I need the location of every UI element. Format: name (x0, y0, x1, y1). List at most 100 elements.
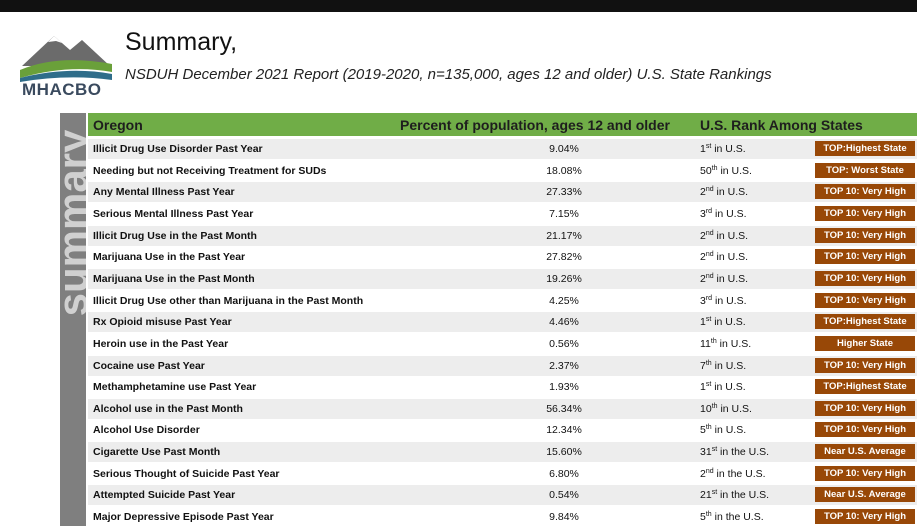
rank-badge: Near U.S. Average (815, 444, 915, 460)
rank-number: 2 (700, 272, 706, 285)
row-percent: 56.34% (546, 402, 582, 415)
row-percent: 27.33% (546, 186, 582, 199)
rank-text: in U.S. (712, 207, 747, 220)
table-row: Alcohol Use Disorder 12.34% 5th in U.S. TOP… (88, 420, 917, 441)
row-percent: 27.82% (546, 251, 582, 264)
rank-number: 5 (700, 424, 706, 437)
rank-number: 1 (700, 381, 706, 394)
rank-suffix: nd (705, 229, 714, 237)
rank-text: in the U.S. (713, 467, 766, 480)
row-percent: 1.93% (549, 381, 579, 394)
rank-badge: Near U.S. Average (815, 487, 915, 503)
rank-badge: TOP 10: Very High (815, 292, 915, 308)
table-row: Serious Thought of Suicide Past Year 6.80… (88, 463, 917, 484)
row-rank: 3rd in U.S. (700, 208, 747, 220)
logo-mountains (20, 36, 112, 82)
table-row: Needing but not Receiving Treatment for … (88, 160, 917, 181)
rank-badge: TOP 10: Very High (815, 270, 915, 286)
row-percent: 4.25% (549, 294, 579, 307)
row-rank: 50th in U.S. (700, 165, 752, 177)
row-name: Methamphetamine use Past Year (93, 381, 257, 394)
row-name: Cigarette Use Past Month (93, 446, 221, 459)
rank-number: 2 (700, 186, 706, 199)
row-percent: 0.54% (549, 489, 579, 502)
title: Summary, (125, 28, 238, 56)
row-percent: 9.04% (549, 143, 579, 155)
table-row: Methamphetamine use Past Year 1.93% 1st in… (88, 377, 917, 398)
rank-badge: TOP:Highest State (815, 314, 915, 330)
rank-suffix: st (711, 446, 718, 454)
row-rank: 1st in U.S. (700, 316, 746, 328)
row-rank: 2nd in U.S. (700, 230, 748, 242)
rank-badge: TOP 10: Very High (815, 509, 915, 525)
rank-badge: Higher State (815, 335, 915, 351)
rank-suffix: rd (705, 294, 713, 302)
row-rank: 1st in U.S. (700, 143, 746, 155)
rank-text: in U.S. (711, 424, 747, 437)
row-rank: 1st in U.S. (700, 381, 746, 393)
rank-text: in the U.S. (711, 511, 764, 524)
rank-badge: TOP 10: Very High (815, 249, 915, 265)
table-row: Illicit Drug Use Disorder Past Year 9.04%… (88, 139, 917, 159)
row-name: Needing but not Receiving Treatment for … (93, 164, 327, 177)
rank-text: in U.S. (711, 381, 746, 394)
row-name: Attempted Suicide Past Year (93, 489, 236, 502)
row-name: Marijuana Use in the Past Month (93, 272, 255, 285)
rank-number: 10 (700, 402, 712, 415)
rank-number: 31 (700, 446, 712, 459)
table-row: Marijuana Use in the Past Month 19.26% 2nd… (88, 268, 917, 289)
row-percent: 6.80% (549, 467, 579, 480)
rank-number: 2 (700, 251, 706, 264)
table-header: Oregon Percent of population, ages 12 an… (88, 113, 917, 136)
row-percent: 9.84% (549, 511, 579, 524)
rank-number: 2 (700, 467, 706, 480)
row-percent: 18.08% (546, 164, 582, 177)
row-rank: 2nd in U.S. (700, 273, 748, 285)
column-header: U.S. Rank Among States (700, 117, 863, 133)
table-row: Alcohol use in the Past Month 56.34% 10th … (88, 398, 917, 419)
row-name: Cocaine use Past Year (93, 359, 205, 372)
rank-badge: TOP 10: Very High (815, 227, 915, 243)
row-percent: 19.26% (546, 272, 582, 285)
table-row: Major Depressive Episode Past Year 9.84% 5… (88, 507, 917, 527)
rank-suffix: st (705, 143, 712, 150)
rank-suffix: th (705, 424, 712, 432)
sidebar: summary (60, 113, 86, 526)
rank-badge: TOP:Highest State (815, 141, 915, 156)
rank-number: 3 (700, 207, 706, 220)
rank-text: in U.S. (717, 402, 752, 415)
row-percent: 2.37% (549, 359, 579, 372)
rank-suffix: th (711, 402, 718, 410)
rank-text: in U.S. (713, 229, 749, 242)
rank-suffix: st (705, 381, 712, 389)
row-rank: 5th in U.S. (700, 424, 746, 436)
table-row: Illicit Drug Use in the Past Month 21.17%… (88, 225, 917, 246)
rank-text: in U.S. (716, 337, 752, 350)
rank-number: 2 (700, 229, 706, 242)
row-name: Illicit Drug Use in the Past Month (93, 229, 257, 242)
rank-badge: TOP 10: Very High (815, 465, 915, 481)
row-name: Serious Thought of Suicide Past Year (93, 467, 280, 480)
row-name: Any Mental Illness Past Year (93, 186, 235, 199)
table-row: Marijuana Use in the Past Year 27.82% 2nd … (88, 247, 917, 268)
sidebar-word: summary (60, 129, 86, 317)
row-name: Alcohol Use Disorder (93, 424, 200, 437)
rank-suffix: nd (705, 186, 714, 194)
row-rank: 10th in U.S. (700, 403, 752, 415)
rank-number: 1 (700, 316, 706, 329)
rank-number: 50 (700, 164, 712, 177)
row-rank: 2nd in the U.S. (700, 468, 766, 480)
row-name: Marijuana Use in the Past Year (93, 251, 246, 264)
table-row: Cigarette Use Past Month 15.60% 31st in th… (88, 442, 917, 463)
rank-number: 7 (700, 359, 706, 372)
rank-number: 3 (700, 294, 706, 307)
table-row: Cocaine use Past Year 2.37% 7th in U.S. TOP… (88, 355, 917, 376)
row-percent: 0.56% (549, 337, 579, 350)
subtitle: NSDUH December 2021 Report (2019-2020, n… (125, 66, 772, 83)
row-rank: 2nd in U.S. (700, 251, 748, 263)
rank-suffix: th (705, 511, 712, 519)
rank-text: in U.S. (717, 164, 752, 177)
rank-text: in U.S. (711, 143, 746, 155)
row-name: Major Depressive Episode Past Year (93, 511, 274, 524)
row-name: Serious Mental Illness Past Year (93, 207, 254, 220)
